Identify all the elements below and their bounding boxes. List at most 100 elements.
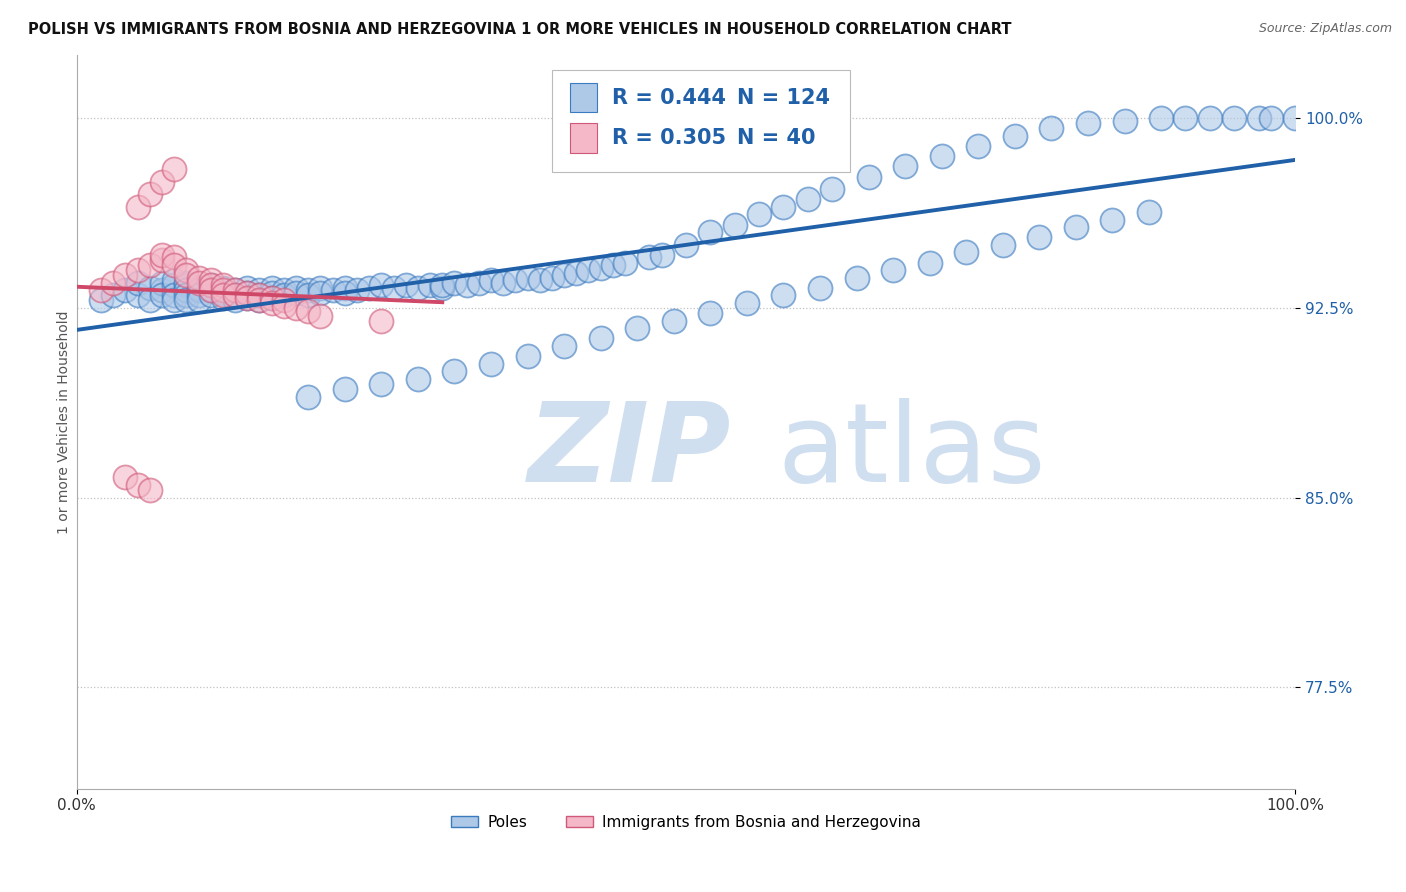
Point [127, 288, 149, 302]
Point [224, 288, 246, 302]
Point [139, 258, 162, 272]
Point [1247, 112, 1270, 126]
Point [333, 382, 356, 396]
Point [273, 298, 295, 312]
Point [333, 281, 356, 295]
Point [236, 285, 259, 300]
Point [1040, 121, 1063, 136]
Point [1004, 129, 1026, 144]
Point [127, 200, 149, 214]
Point [150, 252, 173, 267]
Point [212, 291, 235, 305]
Point [309, 285, 332, 300]
Point [882, 263, 904, 277]
Point [260, 296, 283, 310]
Point [699, 306, 721, 320]
Point [163, 161, 186, 176]
Point [224, 283, 246, 297]
Point [236, 281, 259, 295]
Point [918, 255, 941, 269]
Point [443, 276, 465, 290]
Point [273, 288, 295, 302]
Point [1028, 230, 1050, 244]
Text: N = 124: N = 124 [737, 87, 830, 108]
Point [224, 293, 246, 308]
Point [845, 270, 868, 285]
Point [309, 281, 332, 295]
Point [187, 283, 209, 297]
Point [114, 470, 136, 484]
Point [565, 266, 588, 280]
Point [139, 281, 162, 295]
Point [285, 285, 308, 300]
Point [176, 268, 198, 282]
Point [236, 291, 259, 305]
Point [127, 276, 149, 290]
Point [90, 293, 112, 308]
Point [406, 281, 429, 295]
Point [90, 283, 112, 297]
Point [176, 288, 198, 302]
Point [139, 483, 162, 497]
Point [479, 357, 502, 371]
Point [150, 175, 173, 189]
Point [797, 192, 820, 206]
Point [772, 200, 794, 214]
Point [1137, 205, 1160, 219]
Point [212, 278, 235, 293]
Point [285, 301, 308, 315]
Point [163, 273, 186, 287]
Point [479, 273, 502, 287]
Point [200, 283, 222, 297]
Point [150, 283, 173, 297]
Point [492, 276, 515, 290]
Point [382, 281, 405, 295]
Point [602, 258, 624, 272]
Point [748, 207, 770, 221]
Point [395, 278, 418, 293]
Text: N = 40: N = 40 [737, 128, 815, 148]
Point [529, 273, 551, 287]
Point [273, 293, 295, 308]
Point [1101, 212, 1123, 227]
Text: R = 0.444: R = 0.444 [612, 87, 725, 108]
Point [249, 288, 271, 302]
Point [200, 278, 222, 293]
Point [200, 273, 222, 287]
Point [127, 478, 149, 492]
Point [212, 283, 235, 297]
Point [516, 270, 538, 285]
Point [955, 245, 977, 260]
Point [224, 283, 246, 297]
Point [1199, 112, 1222, 126]
Text: POLISH VS IMMIGRANTS FROM BOSNIA AND HERZEGOVINA 1 OR MORE VEHICLES IN HOUSEHOLD: POLISH VS IMMIGRANTS FROM BOSNIA AND HER… [28, 22, 1012, 37]
Text: ZIP: ZIP [527, 398, 731, 505]
Point [346, 283, 368, 297]
Point [114, 283, 136, 297]
Point [419, 278, 441, 293]
Point [163, 258, 186, 272]
Point [187, 276, 209, 290]
Point [614, 255, 637, 269]
Point [249, 293, 271, 308]
Point [163, 288, 186, 302]
Point [1174, 112, 1197, 126]
Legend: Poles, Immigrants from Bosnia and Herzegovina: Poles, Immigrants from Bosnia and Herzeg… [444, 809, 927, 836]
Point [163, 251, 186, 265]
FancyBboxPatch shape [571, 123, 598, 153]
Point [176, 276, 198, 290]
Point [309, 309, 332, 323]
Point [187, 270, 209, 285]
Point [212, 288, 235, 302]
Point [589, 260, 612, 275]
Point [516, 349, 538, 363]
Point [200, 283, 222, 297]
Point [505, 273, 527, 287]
Point [432, 278, 454, 293]
Point [456, 278, 478, 293]
Point [651, 248, 673, 262]
Point [675, 237, 697, 252]
Point [578, 263, 600, 277]
Point [858, 169, 880, 184]
Point [370, 376, 392, 391]
